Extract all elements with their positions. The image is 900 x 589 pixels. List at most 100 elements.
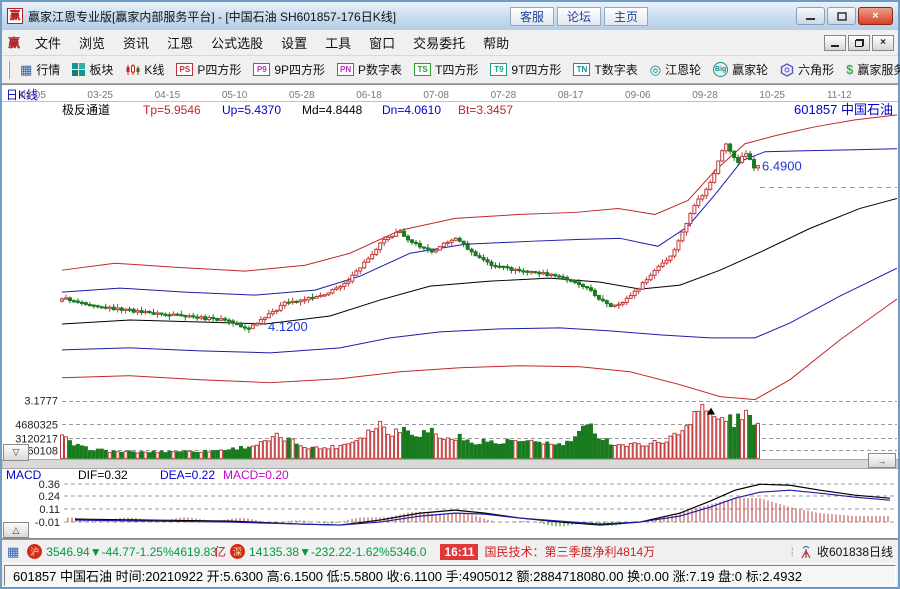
volume-bar <box>63 436 68 459</box>
volume-bar <box>636 443 641 459</box>
toolbar-item[interactable]: T9 9T四方形 <box>484 61 567 78</box>
volume-bar <box>696 410 701 459</box>
volume-bar <box>91 450 96 459</box>
antenna-icon <box>801 545 811 558</box>
candle <box>227 319 232 322</box>
mdi-close-button[interactable]: × <box>872 34 894 51</box>
volume-bar <box>429 427 434 459</box>
candle <box>433 249 438 253</box>
volume-bar <box>652 440 657 459</box>
menu-item[interactable]: 浏览 <box>79 36 106 51</box>
candle <box>712 173 717 183</box>
menu-item[interactable]: 窗口 <box>369 36 396 51</box>
mdi-minimize-button[interactable] <box>824 34 846 51</box>
down-arrow-icon: ▼ <box>89 544 102 559</box>
candle <box>262 317 267 321</box>
volume-bar <box>278 437 283 459</box>
candle <box>588 287 593 291</box>
candle <box>600 298 605 302</box>
indicator-tp: Tp=5.9546 <box>143 103 201 117</box>
news-ticker[interactable]: 国民技术：第三季度净利4814万 <box>484 545 656 559</box>
mdi-restore-button[interactable] <box>848 34 870 51</box>
symbol-name-label: 601857 中国石油 <box>794 102 893 117</box>
volume-bar <box>171 451 176 459</box>
volume-bar <box>501 443 506 459</box>
toolbar-item-label: 赢家服务 <box>857 63 900 77</box>
candle <box>83 302 88 305</box>
volume-bar <box>740 419 745 459</box>
menu-item[interactable]: 交易委托 <box>413 36 466 51</box>
volume-bar <box>465 439 470 459</box>
volume-bar <box>497 444 502 459</box>
close-button[interactable]: × <box>858 7 893 25</box>
candle <box>111 306 116 311</box>
volume-bar <box>672 432 677 459</box>
candle <box>242 326 247 329</box>
grid-icon: ▦ <box>20 62 33 77</box>
toolbar-item[interactable]: TS T四方形 <box>408 61 484 78</box>
volume-bar <box>720 417 725 459</box>
candle <box>358 267 363 272</box>
volume-bar <box>322 447 327 459</box>
menu-item[interactable]: 公式选股 <box>211 36 264 51</box>
maximize-button[interactable] <box>827 7 856 25</box>
candle <box>644 279 649 284</box>
toolbar-item[interactable]: PS P四方形 <box>170 61 247 78</box>
toolbar-item[interactable]: Big 赢家轮 <box>707 61 774 78</box>
date-axis: 03-05 03-25 04-15 05-10 05-28 06-18 07-08 07-28… <box>20 90 852 101</box>
expand-macd-button[interactable]: △ <box>3 522 29 538</box>
indicator-name: 极反通道 <box>62 103 110 117</box>
toolbar-item[interactable]: 六角形 <box>774 61 840 78</box>
candle <box>569 279 574 282</box>
volume-bar <box>453 439 458 459</box>
toolbar-item[interactable]: ▦ 行情 <box>14 61 66 78</box>
menu-item[interactable]: 工具 <box>325 36 352 51</box>
scroll-right-button[interactable]: → <box>868 453 896 468</box>
volume-bar <box>588 423 593 459</box>
menu-item[interactable]: 文件 <box>35 36 62 51</box>
kline-chart-canvas[interactable]: 日K线 03-05 03-25 04-15 05-10 05-28 06-18 07-08 0… <box>2 85 898 538</box>
candle <box>207 316 212 321</box>
candle <box>366 258 371 263</box>
volume-bar <box>234 449 239 459</box>
volume-bar <box>581 425 586 459</box>
volume-bar <box>123 450 128 459</box>
title-link-0[interactable]: 客服 <box>510 6 554 26</box>
menu-item[interactable]: 江恩 <box>167 36 194 51</box>
candle <box>131 308 136 313</box>
volume-bar <box>449 438 454 459</box>
minimize-button[interactable] <box>796 7 825 25</box>
volume-bar <box>656 441 661 459</box>
toolbar-item[interactable]: $ 赢家服务 <box>840 61 900 78</box>
toolbar-item[interactable]: PN P数字表 <box>331 61 408 78</box>
collapse-volume-button[interactable]: ▽ <box>3 444 29 461</box>
candle <box>608 303 613 307</box>
toolbar-item[interactable]: P9 9P四方形 <box>247 61 331 78</box>
candle <box>155 312 160 315</box>
candle <box>219 318 224 321</box>
volume-bar <box>111 450 116 459</box>
sh-amount: 4619.83 <box>173 544 218 559</box>
toolbar-item[interactable]: TN T数字表 <box>567 61 643 78</box>
indicator-up: Up=5.4370 <box>222 103 281 117</box>
volume-bar <box>461 440 466 459</box>
candle <box>505 266 510 269</box>
candle <box>254 323 259 326</box>
candle <box>199 316 204 319</box>
menu-item[interactable]: 设置 <box>281 36 308 51</box>
volume-bar <box>131 451 136 459</box>
title-link-2[interactable]: 主页 <box>604 6 648 26</box>
app-logo-icon: 赢 <box>7 8 23 24</box>
window-title: 赢家江恩专业版[赢家内部服务平台] - [中国石油 SH601857-176日K… <box>28 9 397 24</box>
candle <box>215 317 220 321</box>
menu-item[interactable]: 帮助 <box>483 36 510 51</box>
toolbar-item-label: 9T四方形 <box>511 63 562 77</box>
title-link-1[interactable]: 论坛 <box>557 6 601 26</box>
toolbar-item[interactable]: 板块 <box>66 61 119 78</box>
title-bar: 赢 赢家江恩专业版[赢家内部服务平台] - [中国石油 SH601857-176… <box>2 2 898 30</box>
pane-splitter[interactable] <box>2 458 898 469</box>
main-toolbar: ▦ 行情 板块 K线 PS P四方形 P9 9P四方形 PN P数字表 TS T四方形 T9 9T四方形 T… <box>2 56 900 84</box>
toolbar-item[interactable]: ◎ 江恩轮 <box>644 61 707 78</box>
toolbar-item[interactable]: K线 <box>119 61 170 78</box>
menu-item[interactable]: 资讯 <box>123 36 150 51</box>
